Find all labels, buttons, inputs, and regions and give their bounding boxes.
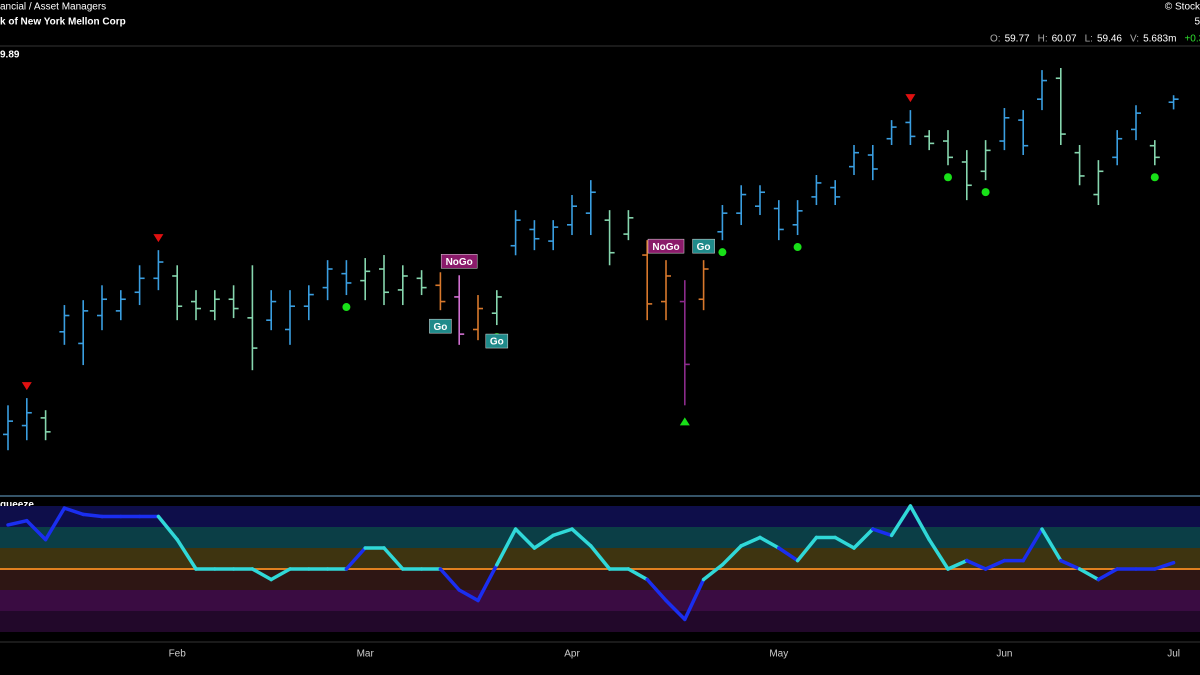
signal-badge <box>692 238 715 254</box>
x-tick-label: May <box>769 649 788 660</box>
oscillator-segment <box>889 504 913 538</box>
oscillator-segment <box>701 563 725 582</box>
signal-dot <box>718 248 727 257</box>
oscillator-segment <box>513 527 537 550</box>
x-tick-label: Feb <box>169 649 187 660</box>
oscillator-segment <box>720 544 743 567</box>
signal-badge <box>647 238 685 254</box>
signal-dot <box>981 188 990 197</box>
oscillator-segment <box>1040 527 1063 563</box>
quote-label: O: <box>990 34 1001 45</box>
oscillator-segment <box>1059 558 1082 571</box>
pane-label: queeze <box>0 500 34 511</box>
oscillator-segment <box>532 533 555 550</box>
oscillator-segment <box>476 563 499 603</box>
signal-dot <box>342 303 351 312</box>
quote-label: V: <box>1130 34 1139 45</box>
oscillator-segment <box>43 506 67 542</box>
signal-triangle-down <box>21 382 32 391</box>
quote-label: H: <box>1038 34 1048 45</box>
oscillator-segment <box>382 546 405 571</box>
quote-value: 59.46 <box>1097 34 1122 45</box>
oscillator-segment <box>495 527 518 567</box>
oscillator-segment <box>81 512 104 519</box>
zone-band <box>0 569 1200 590</box>
quote-value: 5.683m <box>1143 34 1176 45</box>
oscillator-segment <box>438 567 461 592</box>
signal-badge-text: Go <box>697 242 711 253</box>
signal-triangle-down <box>153 234 164 243</box>
zone-band <box>0 590 1200 611</box>
zone-band <box>0 506 1200 527</box>
signal-dot <box>1150 173 1159 182</box>
oscillator-segment <box>551 527 574 538</box>
credit: © Stock <box>1165 2 1200 13</box>
quote-label: L: <box>1085 34 1093 45</box>
oscillator-segment <box>645 577 668 603</box>
signal-badge <box>440 254 478 269</box>
quote-change: +0.3 <box>1184 34 1200 45</box>
quote-value: 59.77 <box>1005 34 1030 45</box>
oscillator-segment <box>739 535 762 548</box>
signal-dot <box>793 243 802 252</box>
oscillator-segment <box>570 527 593 548</box>
oscillator-segment <box>871 527 894 538</box>
signal-triangle-up <box>679 417 690 426</box>
oscillator-segment <box>777 546 800 563</box>
oscillator-segment <box>1153 560 1176 571</box>
oscillator-segment <box>683 577 706 622</box>
oscillator-segment <box>626 567 649 582</box>
corner-label: 5 <box>1194 17 1200 28</box>
x-tick-label: Mar <box>357 649 375 660</box>
oscillator-segment <box>156 514 179 542</box>
signal-badge-text: Go <box>433 322 447 333</box>
oscillator-segment <box>589 544 612 571</box>
quote-value: 60.07 <box>1052 34 1077 45</box>
oscillator-segment <box>758 535 781 550</box>
zone-band <box>0 527 1200 548</box>
signal-badge-text: Go <box>490 337 504 348</box>
x-tick-label: Jul <box>1167 649 1180 660</box>
x-tick-label: Jun <box>996 649 1012 660</box>
oscillator-segment <box>62 506 85 517</box>
oscillator-segment <box>6 518 29 527</box>
oscillator-segment <box>833 535 856 550</box>
signal-dot <box>944 173 952 182</box>
oscillator-segment <box>983 558 1007 571</box>
oscillator-segment <box>175 537 198 571</box>
oscillator-segment <box>664 598 687 622</box>
company-name: k of New York Mellon Corp <box>0 17 126 28</box>
oscillator-segment <box>908 504 931 542</box>
oscillator-segment <box>269 567 292 582</box>
oscillator-segment <box>795 535 819 563</box>
oscillator-segment <box>25 518 48 542</box>
oscillator-segment <box>1096 567 1119 582</box>
zone-band <box>0 611 1200 632</box>
oscillator-segment <box>344 546 367 571</box>
oscillator-segment <box>250 567 273 582</box>
price-label: 9.89 <box>0 50 20 61</box>
signal-badge <box>429 318 452 334</box>
oscillator-segment <box>1077 567 1101 582</box>
signal-badge-text: NoGo <box>652 242 679 253</box>
oscillator-segment <box>1021 527 1044 563</box>
oscillator-segment <box>457 588 480 603</box>
oscillator-segment <box>965 558 988 571</box>
sector: ancial / Asset Managers <box>0 2 106 13</box>
x-tick-label: Apr <box>564 649 580 660</box>
oscillator-segment <box>927 537 950 571</box>
oscillator-segment <box>946 558 969 571</box>
signal-badge-text: NoGo <box>446 257 473 268</box>
signal-triangle-down <box>905 94 916 103</box>
signal-badge <box>485 333 509 349</box>
oscillator-segment <box>852 527 875 550</box>
